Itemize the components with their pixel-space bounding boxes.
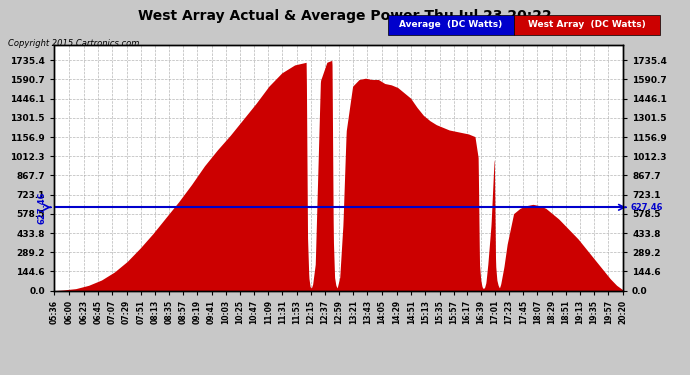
Text: West Array  (DC Watts): West Array (DC Watts) (529, 20, 646, 29)
Text: West Array Actual & Average Power Thu Jul 23 20:22: West Array Actual & Average Power Thu Ju… (138, 9, 552, 23)
Text: Average  (DC Watts): Average (DC Watts) (400, 20, 502, 29)
Text: Copyright 2015 Cartronics.com: Copyright 2015 Cartronics.com (8, 39, 139, 48)
Text: 627.46: 627.46 (38, 191, 47, 224)
Text: 627.46: 627.46 (630, 203, 662, 212)
